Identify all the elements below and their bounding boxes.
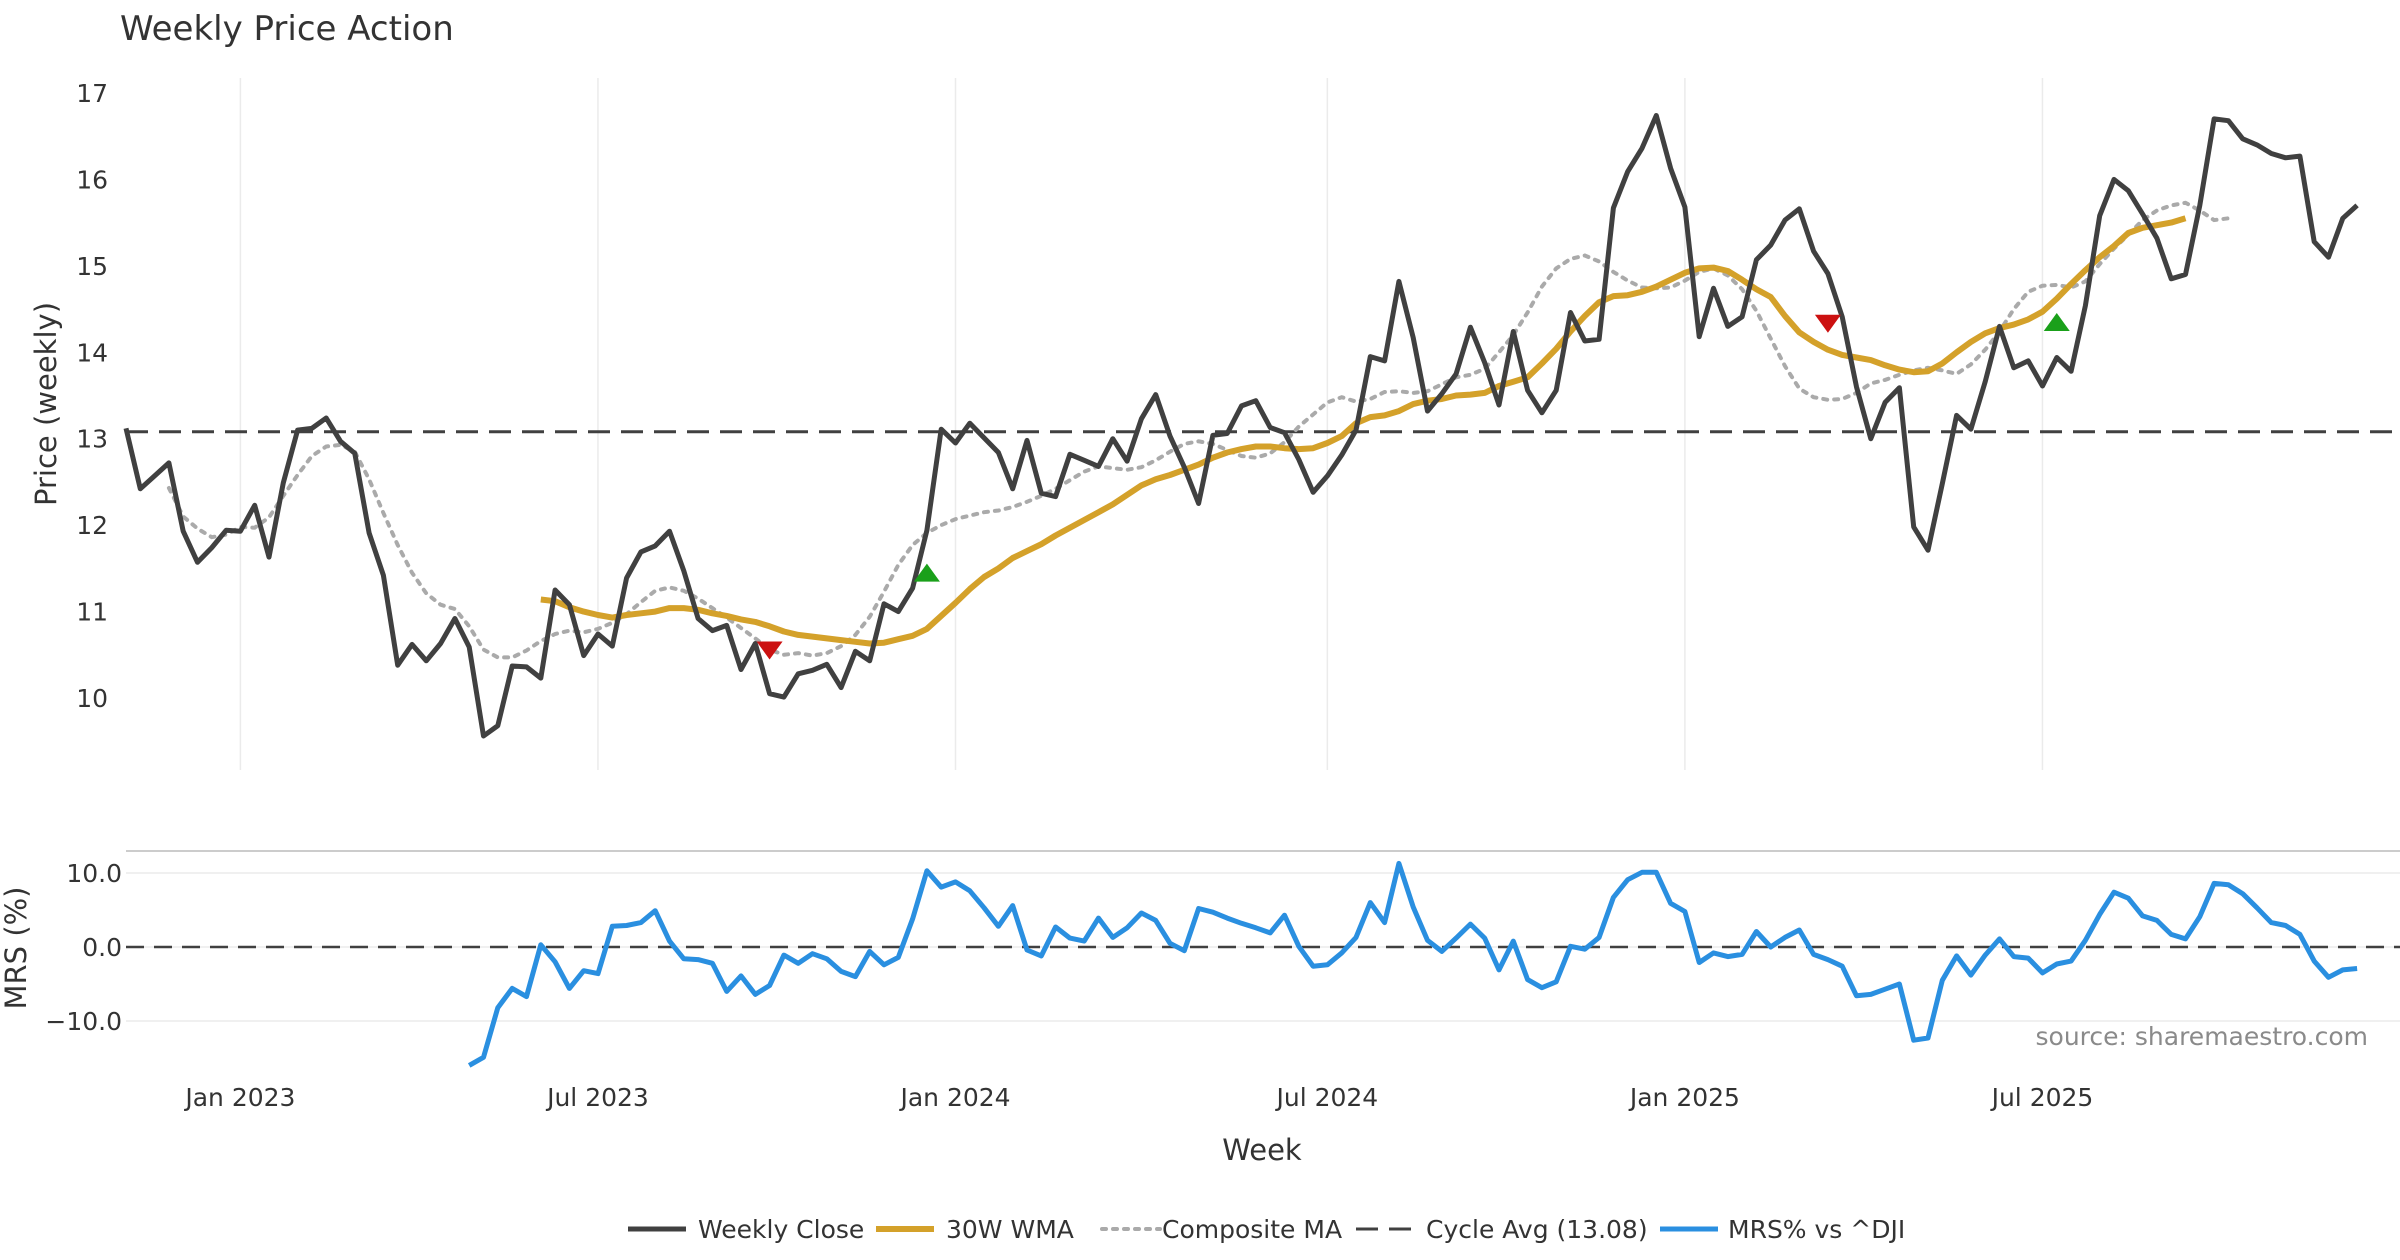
chart-title: Weekly Price Action <box>120 9 454 49</box>
x-ticks: Jan 2023 Jul 2023 Jan 2024 Jul 2024 Jan 2025… <box>183 1083 2093 1112</box>
legend-cycle: Cycle Avg (13.08) <box>1426 1215 1648 1244</box>
legend-composite: Composite MA <box>1162 1215 1342 1244</box>
legend-wma: 30W WMA <box>946 1215 1074 1244</box>
signal-sell-0 <box>756 641 783 660</box>
price-ytick-10: 10 <box>76 684 108 713</box>
price-ytick-13: 13 <box>76 425 108 454</box>
mrs-ytick-0: 10.0 <box>66 859 122 888</box>
legend-mrs: MRS% vs ^DJI <box>1728 1215 1905 1244</box>
mrs-line <box>467 860 2358 1068</box>
x-tick-2: Jan 2024 <box>898 1083 1010 1112</box>
mrs-y-ticks: 10.0 0.0 −10.0 <box>45 859 122 1036</box>
price-ytick-16: 16 <box>76 165 108 194</box>
signal-buy-3 <box>2043 313 2070 332</box>
mrs-y-label: MRS (%) <box>0 887 33 1010</box>
source-note: source: sharemaestro.com <box>2036 1022 2369 1051</box>
x-axis-label: Week <box>1222 1133 1302 1167</box>
composite-ma-line <box>166 200 2231 660</box>
signal-sell-2 <box>1814 314 1841 333</box>
wma-30w-line <box>540 215 2187 647</box>
price-ytick-15: 15 <box>76 252 108 281</box>
x-tick-0: Jan 2023 <box>183 1083 295 1112</box>
price-y-ticks: 10 11 12 13 14 15 16 17 <box>76 79 108 713</box>
price-ytick-11: 11 <box>76 598 108 627</box>
signal-buy-1 <box>913 563 940 582</box>
x-tick-1: Jul 2023 <box>545 1083 649 1112</box>
mrs-ytick-1: 0.0 <box>82 933 122 962</box>
weekly-close-line <box>123 113 2359 739</box>
price-y-label: Price (weekly) <box>29 302 63 506</box>
price-ytick-12: 12 <box>76 511 108 540</box>
x-tick-3: Jul 2024 <box>1274 1083 1378 1112</box>
x-tick-4: Jan 2025 <box>1628 1083 1740 1112</box>
signal-markers <box>756 313 2070 660</box>
price-grid <box>239 78 2044 770</box>
legend: Weekly Close 30W WMA Composite MA Cycle … <box>628 1215 1905 1244</box>
legend-weekly-close: Weekly Close <box>698 1215 864 1244</box>
price-ytick-14: 14 <box>76 338 108 367</box>
price-ytick-17: 17 <box>76 79 108 108</box>
x-tick-5: Jul 2025 <box>1990 1083 2094 1112</box>
mrs-ytick-2: −10.0 <box>45 1007 122 1036</box>
